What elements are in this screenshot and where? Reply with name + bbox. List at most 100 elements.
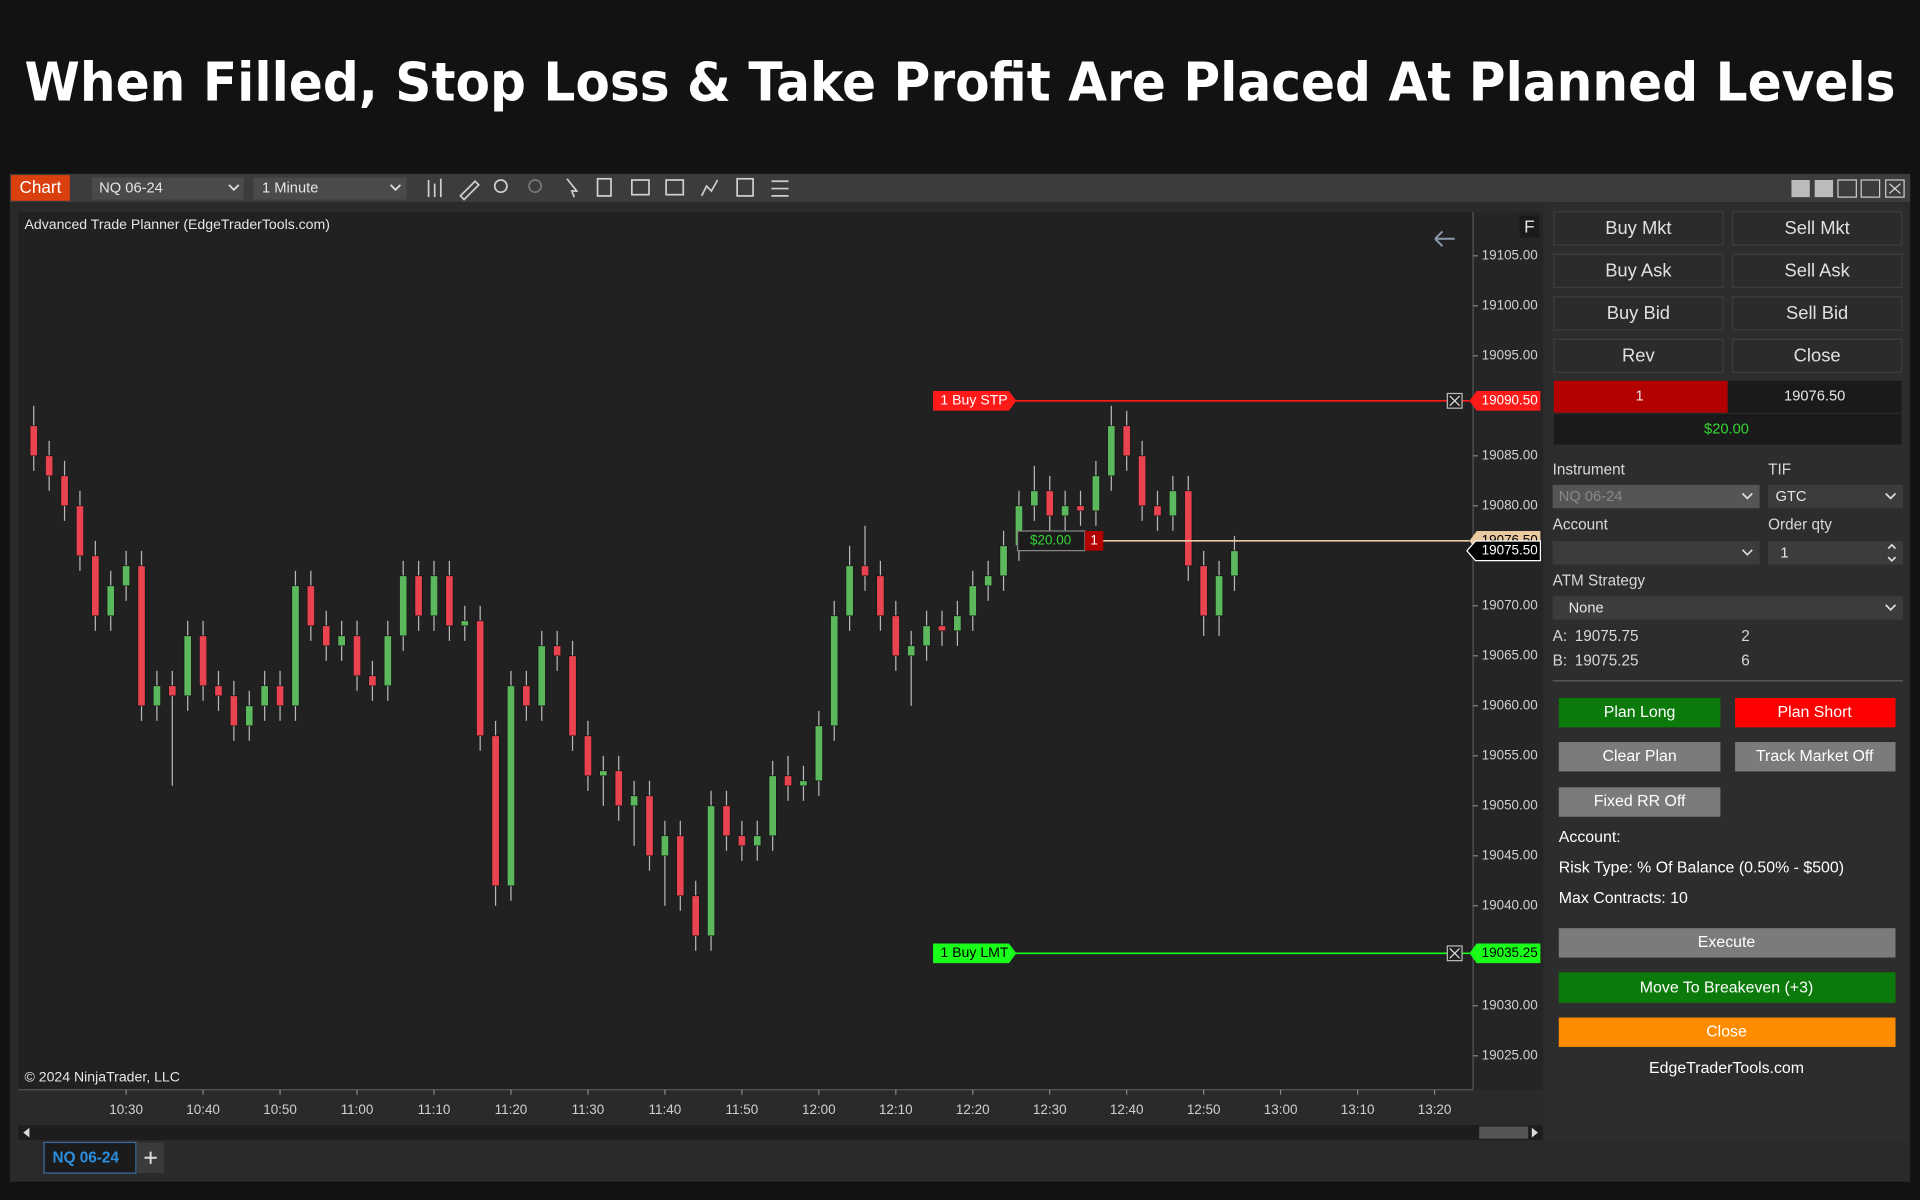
candle-body xyxy=(91,555,100,617)
list-icon[interactable] xyxy=(771,180,789,197)
candle-body xyxy=(122,565,131,587)
minimize-button[interactable] xyxy=(1837,179,1857,198)
instrument-tab[interactable] xyxy=(43,1141,137,1174)
order-button[interactable] xyxy=(1732,253,1903,288)
fixed-rr-button[interactable] xyxy=(1558,787,1721,817)
position-price: 19076.50 xyxy=(1784,389,1845,405)
y-tick-label: 19100.00 xyxy=(1482,297,1538,312)
pointer-icon[interactable] xyxy=(566,178,579,198)
order-price-label: 19035.25 xyxy=(1482,945,1538,960)
restore-button[interactable] xyxy=(1860,179,1881,198)
candle-body xyxy=(45,455,54,477)
instrument-field[interactable] xyxy=(1552,484,1760,509)
y-tick-label: 19080.00 xyxy=(1482,497,1538,512)
candle-body xyxy=(876,575,885,617)
bid-label: B: xyxy=(1553,652,1567,669)
zoom-in-icon[interactable] xyxy=(493,179,508,194)
candle-body xyxy=(106,585,115,617)
x-tick-label: 10:30 xyxy=(109,1102,143,1117)
plan-long-button[interactable] xyxy=(1558,697,1721,728)
cancel-x xyxy=(1449,947,1461,959)
x-tick-label: 12:50 xyxy=(1187,1102,1221,1117)
candle-body xyxy=(691,895,700,937)
window-button[interactable] xyxy=(1791,180,1810,198)
order-tag[interactable] xyxy=(933,943,1017,964)
candle-body xyxy=(707,805,716,937)
execute-button[interactable] xyxy=(1558,928,1896,958)
order-button[interactable] xyxy=(1732,338,1903,373)
zoom-out-icon[interactable] xyxy=(528,179,543,194)
order-button-label: Sell Mkt xyxy=(1784,217,1849,238)
scrollbar[interactable] xyxy=(18,1125,1543,1140)
properties-icon[interactable] xyxy=(665,179,685,196)
f-box[interactable] xyxy=(1519,215,1540,238)
order-button[interactable] xyxy=(1553,296,1724,331)
order-button-label: Sell Bid xyxy=(1786,302,1848,323)
x-tick-label: 11:40 xyxy=(649,1102,682,1117)
chart-tab[interactable] xyxy=(11,175,70,201)
candle-body xyxy=(814,725,823,782)
candle-body xyxy=(399,575,408,637)
scroll-thumb[interactable] xyxy=(1479,1126,1529,1139)
order-button[interactable] xyxy=(1553,253,1724,288)
chart-area xyxy=(18,211,1474,1090)
position-price-box xyxy=(1727,380,1902,413)
bars-icon[interactable] xyxy=(427,178,442,198)
scroll-back-arrow[interactable] xyxy=(1434,230,1455,247)
draw-icon[interactable] xyxy=(459,180,480,201)
x-tick-label: 10:50 xyxy=(263,1102,297,1117)
order-tag[interactable] xyxy=(933,391,1017,411)
calc-icon[interactable] xyxy=(736,177,754,197)
order-button[interactable] xyxy=(1732,211,1903,246)
order-price-box xyxy=(1469,391,1541,411)
execute-label: Execute xyxy=(1698,934,1756,951)
instrument-field-text: NQ 06-24 xyxy=(1559,489,1623,505)
window-button[interactable] xyxy=(1814,180,1834,198)
breakeven-button[interactable] xyxy=(1558,972,1896,1003)
candle-body xyxy=(199,635,208,687)
window-buttons xyxy=(1791,179,1905,198)
x-tick-label: 12:20 xyxy=(956,1102,990,1117)
candle-body xyxy=(29,425,38,457)
order-qty-field[interactable] xyxy=(1768,541,1903,565)
candle-body xyxy=(276,685,285,707)
plan-short-button[interactable] xyxy=(1735,697,1896,728)
atm-field[interactable] xyxy=(1552,596,1903,620)
order-button[interactable] xyxy=(1553,338,1724,373)
y-tick-label: 19105.00 xyxy=(1482,247,1538,262)
interval-select[interactable] xyxy=(253,177,407,200)
chart-tab-label: Chart xyxy=(19,177,61,197)
order-button[interactable] xyxy=(1732,296,1903,331)
clear-plan-button[interactable] xyxy=(1558,742,1721,772)
tif-label: TIF xyxy=(1768,461,1791,478)
data-box-icon[interactable] xyxy=(596,177,612,197)
footer-link[interactable]: EdgeTraderTools.com xyxy=(1649,1060,1804,1077)
candle-body xyxy=(861,565,869,577)
dropdown-arrow xyxy=(389,184,402,192)
track-market-button[interactable] xyxy=(1735,742,1896,772)
close-window-button[interactable] xyxy=(1885,179,1905,198)
instrument-select[interactable] xyxy=(91,177,244,200)
close-button[interactable] xyxy=(1558,1017,1896,1047)
interval-select-text: 1 Minute xyxy=(262,180,318,196)
candle-body xyxy=(568,655,577,737)
info-account: Account: xyxy=(1559,829,1621,846)
candle-body xyxy=(768,775,777,837)
candle-body xyxy=(737,835,746,847)
y-tick-label: 19095.00 xyxy=(1482,347,1538,362)
strategies-icon[interactable] xyxy=(700,179,719,197)
price-axis xyxy=(1473,211,1543,1090)
close-x xyxy=(1888,183,1901,194)
order-qty-field-text: 1 xyxy=(1780,545,1788,561)
tif-field-text: GTC xyxy=(1776,489,1807,505)
tif-field[interactable] xyxy=(1768,484,1903,509)
candle-body xyxy=(645,795,654,857)
candle-body xyxy=(722,805,731,837)
candle-body xyxy=(460,620,469,627)
account-field[interactable] xyxy=(1552,541,1760,565)
templates-icon[interactable] xyxy=(630,179,650,196)
candle-body xyxy=(999,545,1008,577)
candle-body xyxy=(445,575,454,627)
order-button[interactable] xyxy=(1553,211,1724,246)
